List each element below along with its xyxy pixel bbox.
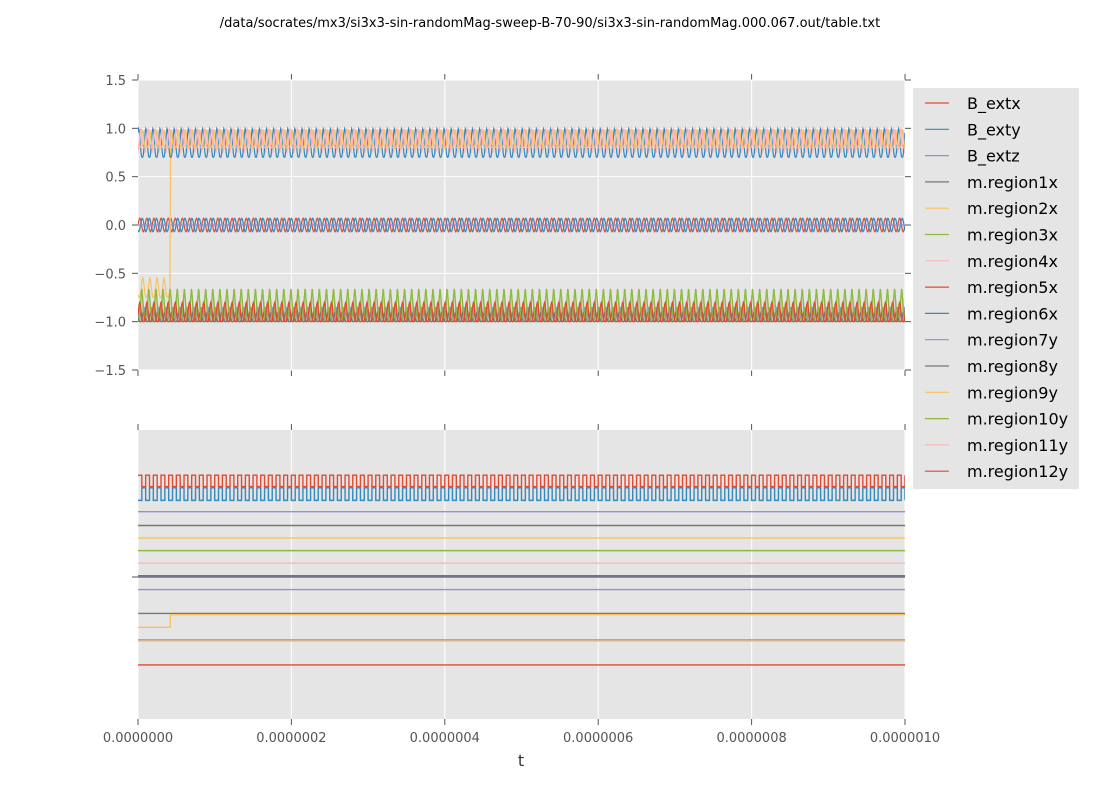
x-tick-label: 0.0000000: [103, 731, 173, 746]
trace-b-exty: [138, 487, 905, 502]
legend-entry: m.region9y: [967, 383, 1058, 402]
trace-m-region9y: [138, 614, 905, 628]
legend-entry: m.region11y: [967, 436, 1068, 455]
series-line-m-region11y: [138, 126, 905, 149]
legend-entry: m.region6x: [967, 304, 1058, 323]
legend-entry: m.region3x: [967, 226, 1058, 245]
legend-entry: m.region8y: [967, 357, 1058, 376]
y-tick-label: −1.0: [94, 316, 126, 331]
trace-b-extx: [138, 474, 905, 488]
legend-entry: m.region12y: [967, 462, 1068, 481]
legend-entry: m.region1x: [967, 173, 1058, 192]
series-line-m-region4x: [138, 126, 905, 154]
series-line-m-region3x: [138, 288, 905, 323]
series-line-m-region12y: [138, 300, 905, 323]
y-tick-label: −0.5: [94, 267, 126, 282]
y-tick-label: 1.5: [105, 74, 126, 89]
chart-title: /data/socrates/mx3/si3x3-sin-randomMag-s…: [220, 16, 880, 31]
bottom-axes: 0.0000000 0.0000002 0.0000004 0.0000006 0.00…: [103, 424, 940, 746]
y-tick-label: 0.5: [105, 171, 126, 186]
legend-entry: B_extx: [967, 94, 1021, 114]
top-axes: 1.5 1.0 0.5 0.0 −0.5 −1.0 −1.5: [94, 74, 911, 379]
series-line-m-region7y: [138, 306, 905, 318]
series-line-b-exty: [138, 217, 905, 233]
plot-background: [138, 430, 905, 719]
legend-entry: m.region7y: [967, 331, 1058, 350]
x-tick-label: 0.0000006: [563, 731, 633, 746]
x-axis-label: t: [518, 751, 524, 770]
series-line-m-region6x: [138, 126, 905, 159]
legend-entry: m.region4x: [967, 252, 1058, 271]
legend-entry: B_extz: [967, 147, 1020, 167]
x-tick-label: 0.0000002: [256, 731, 326, 746]
legend-entry: m.region10y: [967, 410, 1068, 429]
legend-box: [913, 88, 1079, 489]
legend-entry: m.region2x: [967, 199, 1058, 218]
x-tick-label: 0.0000010: [870, 731, 940, 746]
x-tick-label: 0.0000004: [410, 731, 480, 746]
y-tick-label: 1.0: [105, 122, 126, 137]
x-tick-label: 0.0000008: [716, 731, 786, 746]
legend: B_extx B_exty B_extz m.region1x m.region2x m.…: [913, 88, 1079, 489]
legend-entry: B_exty: [967, 120, 1021, 140]
y-tick-label: −1.5: [94, 364, 126, 379]
legend-entry: m.region5x: [967, 278, 1058, 297]
y-tick-label: 0.0: [105, 219, 126, 234]
